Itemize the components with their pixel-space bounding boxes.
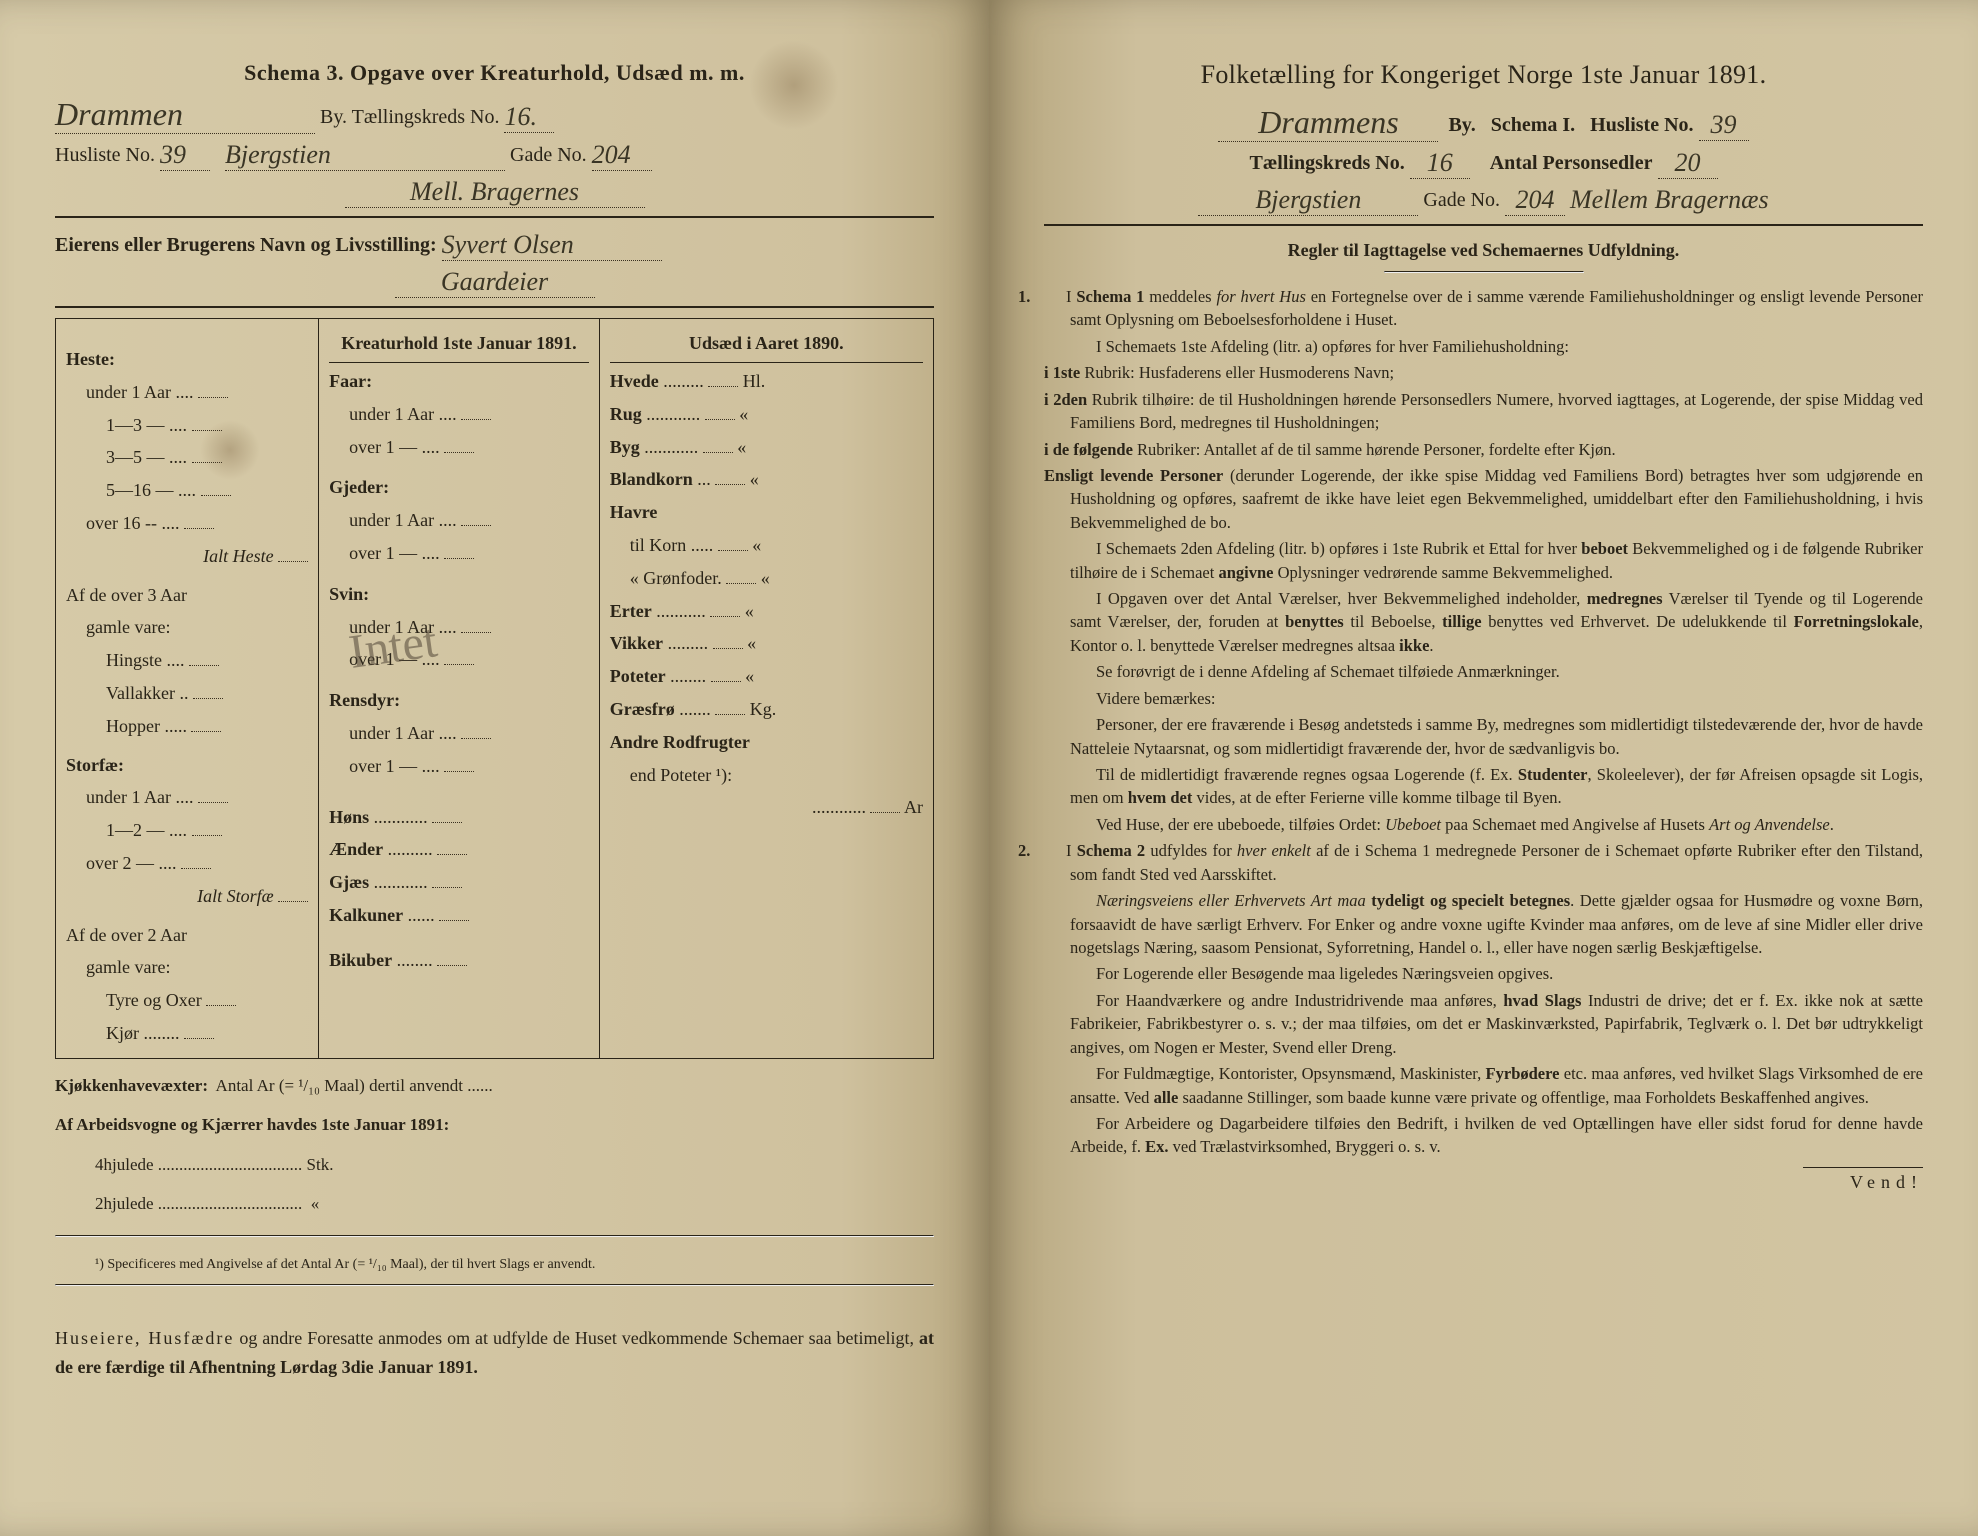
left-page: Schema 3. Opgave over Kreaturhold, Udsæd… xyxy=(0,0,989,1536)
census-title: Folketælling for Kongeriget Norge 1ste J… xyxy=(1044,60,1923,90)
town-row: Drammen By. Tællingskreds No. 16. xyxy=(55,94,934,132)
district-row: Mell. Bragernes xyxy=(55,175,934,206)
owner-row: Eierens eller Brugerens Navn og Livsstil… xyxy=(55,228,934,259)
col-heste: Heste: under 1 Aar .... 1—3 — .... 3—5 —… xyxy=(56,319,319,1058)
owner-title-row: Gaardeier xyxy=(55,265,934,296)
vend-label: Vend! xyxy=(1803,1167,1923,1193)
bottom-instruction: Huseiere, Husfædre og andre Foresatte an… xyxy=(55,1324,934,1382)
schema3-title: Schema 3. Opgave over Kreaturhold, Udsæd… xyxy=(55,60,934,86)
col-faar: Kreaturhold 1ste Januar 1891. Faar: unde… xyxy=(319,319,600,1058)
r-kreds-row: Tællingskreds No. 16 Antal Personsedler … xyxy=(1044,146,1923,177)
husliste-row: Husliste No. 39 Bjergstien Gade No. 204 xyxy=(55,138,934,169)
arbeidsvogne-row: Af Arbeidsvogne og Kjærrer havdes 1ste J… xyxy=(55,1112,934,1138)
hjul4-row: 4hjulede ...............................… xyxy=(55,1152,934,1178)
kjokken-row: Kjøkkenhavevæxter: Antal Ar (= ¹/₁₀ Maal… xyxy=(55,1073,934,1099)
right-page: Folketælling for Kongeriget Norge 1ste J… xyxy=(989,0,1978,1536)
book-spread: Schema 3. Opgave over Kreaturhold, Udsæd… xyxy=(0,0,1978,1536)
hjul2-row: 2hjulede ...............................… xyxy=(55,1191,934,1217)
r-town-row: Drammens By. Schema I. Husliste No. 39 xyxy=(1044,102,1923,140)
livestock-table: Heste: under 1 Aar .... 1—3 — .... 3—5 —… xyxy=(55,318,934,1059)
col-udsaed: Udsæd i Aaret 1890. Hvede ......... Hl. … xyxy=(600,319,933,1058)
footnote-1: ¹) Specificeres med Angivelse af det Ant… xyxy=(95,1255,934,1275)
rules-body: 1.I Schema 1 meddeles for hvert Hus en F… xyxy=(1044,285,1923,1159)
r-street-row: Bjergstien Gade No. 204 Mellem Bragernæs xyxy=(1044,183,1923,214)
regler-title: Regler til Iagttagelse ved Schemaernes U… xyxy=(1044,240,1923,261)
